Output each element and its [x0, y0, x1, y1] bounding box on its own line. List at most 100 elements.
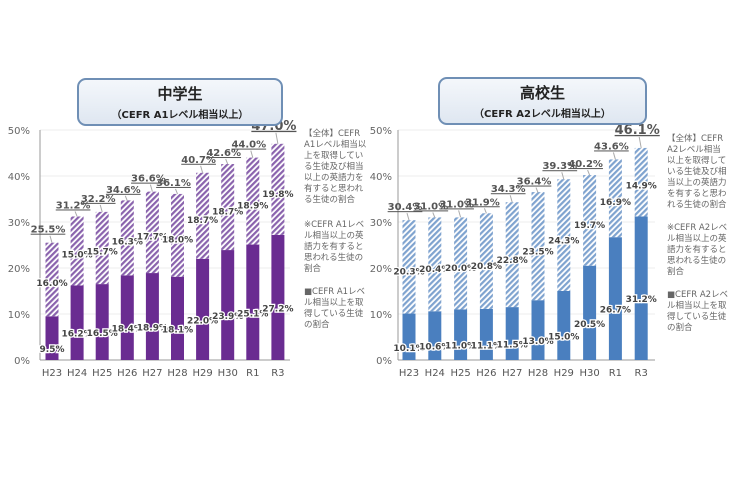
- data-label-hatched: 22.8%: [497, 256, 528, 266]
- bar-hatched: [531, 192, 545, 301]
- total-label: 39.3%: [542, 161, 577, 172]
- bar-solid: [271, 234, 285, 360]
- bar-hatched: [402, 220, 416, 314]
- data-label-solid: 23.9%: [212, 312, 243, 322]
- bar-solid: [196, 258, 210, 360]
- x-tick-label: H26: [476, 368, 496, 379]
- bar-solid: [454, 309, 468, 360]
- data-label-solid: 11.5%: [497, 341, 528, 351]
- x-tick-label: R3: [635, 368, 648, 379]
- y-tick-label: 50%: [8, 126, 30, 137]
- x-tick-label: H25: [450, 368, 470, 379]
- total-label: 36.1%: [156, 178, 191, 189]
- total-label: 42.6%: [206, 148, 241, 159]
- y-tick-label: 50%: [370, 126, 392, 137]
- x-tick-label: H23: [399, 368, 419, 379]
- leader-line: [250, 150, 254, 158]
- chart2-subtitle: （CEFR A2レベル相当以上）: [474, 109, 611, 120]
- chart2-title: 高校生: [519, 84, 565, 102]
- total-label: 30.4%: [388, 202, 423, 213]
- data-label-hatched: 18.7%: [212, 207, 243, 217]
- data-label-hatched: 17.7%: [137, 232, 168, 242]
- x-tick-label: H24: [425, 368, 445, 379]
- legend-solid: ■CEFR A1レベル相当以上を取得している生徒の割合: [304, 287, 366, 330]
- bar-hatched: [171, 193, 184, 277]
- y-tick-label: 20%: [370, 264, 392, 275]
- total-label: 31.0%: [439, 199, 474, 210]
- bar-solid: [531, 300, 545, 360]
- data-label-solid: 18.4%: [112, 325, 143, 335]
- data-label-solid: 26.7%: [600, 306, 631, 316]
- bar-hatched: [196, 172, 210, 259]
- bar-hatched: [70, 216, 84, 286]
- y-tick-label: 10%: [8, 310, 30, 321]
- leader-line: [275, 132, 279, 144]
- bar-hatched: [583, 175, 597, 266]
- chart1-legend: 【全体】CEFR A1レベル相当以上を取得している生徒及び相当以上の英語力を有す…: [304, 129, 368, 341]
- x-tick-label: H29: [554, 368, 574, 379]
- data-label-hatched: 20.3%: [393, 268, 424, 278]
- chart2-title-box: 高校生 （CEFR A2レベル相当以上）: [438, 77, 647, 125]
- data-label-solid: 10.6%: [419, 343, 450, 353]
- bar-solid: [145, 273, 159, 360]
- total-label: 40.2%: [568, 159, 603, 170]
- leader-line: [49, 235, 53, 243]
- leader-line: [99, 204, 103, 213]
- leader-line: [149, 184, 153, 192]
- y-tick-label: 0%: [376, 356, 392, 367]
- bar-solid: [557, 291, 571, 360]
- bar-solid: [402, 313, 416, 360]
- legend-hatched: ※CEFR A1レベル相当以上の英語力を有すると思われる生徒の割合: [304, 220, 365, 274]
- data-label-solid: 9.5%: [40, 345, 65, 355]
- bar-hatched: [145, 191, 159, 274]
- data-label-hatched: 14.9%: [626, 182, 657, 192]
- bar-hatched: [428, 217, 442, 312]
- bar-solid: [45, 316, 59, 360]
- bar-hatched: [271, 143, 285, 235]
- x-tick-label: H25: [92, 368, 112, 379]
- chart1-subtitle: （CEFR A1レベル相当以上）: [111, 110, 249, 121]
- legend-solid: ■CEFR A2レベル相当以上を取得している生徒の割合: [667, 290, 729, 333]
- bar-solid: [608, 237, 622, 360]
- chart1-title-box: 中学生 （CEFR A1レベル相当以上）: [77, 78, 283, 126]
- x-tick-label: H26: [117, 368, 137, 379]
- bar-solid: [479, 308, 493, 360]
- bar-hatched: [454, 217, 468, 310]
- data-label-solid: 25.1%: [237, 309, 268, 319]
- bar-solid: [583, 265, 597, 360]
- total-label: 31.9%: [465, 197, 500, 208]
- leader-line: [483, 208, 487, 214]
- x-tick-label: H30: [579, 368, 599, 379]
- data-label-hatched: 18.9%: [237, 201, 268, 211]
- data-label-solid: 11.0%: [445, 342, 476, 352]
- legend-hatched: ※CEFR A2レベル相当以上の英語力を有すると思われる生徒の割合: [667, 223, 728, 277]
- total-label: 46.1%: [615, 123, 660, 138]
- leader-line: [175, 188, 178, 195]
- legend-total: 【全体】CEFR A1レベル相当以上を取得している生徒及び相当以上の英語力を有す…: [304, 129, 367, 205]
- x-tick-label: H24: [67, 368, 87, 379]
- leader-line: [535, 187, 539, 193]
- data-label-solid: 10.1%: [393, 344, 424, 354]
- data-label-hatched: 20.8%: [471, 262, 502, 272]
- data-label-hatched: 19.8%: [262, 190, 293, 200]
- data-label-solid: 11.1%: [471, 341, 502, 351]
- x-tick-label: R3: [271, 368, 284, 379]
- data-label-hatched: 18.0%: [162, 235, 193, 245]
- data-label-hatched: 18.7%: [187, 216, 218, 226]
- y-tick-label: 40%: [8, 172, 30, 183]
- bar-hatched: [608, 159, 622, 238]
- total-label: 32.2%: [81, 194, 116, 205]
- bar-hatched: [505, 202, 519, 308]
- bar-solid: [505, 307, 519, 360]
- bar-solid: [70, 285, 84, 360]
- leader-line: [561, 172, 565, 180]
- legend-total: 【全体】CEFR A2レベル相当以上を取得している生徒及び相当以上の英語力を有す…: [667, 134, 727, 210]
- x-tick-label: H30: [218, 368, 238, 379]
- data-label-hatched: 24.3%: [548, 237, 579, 247]
- total-label: 31.2%: [56, 200, 91, 211]
- y-tick-label: 10%: [370, 310, 392, 321]
- x-tick-label: H28: [528, 368, 548, 379]
- data-label-hatched: 23.5%: [522, 248, 553, 258]
